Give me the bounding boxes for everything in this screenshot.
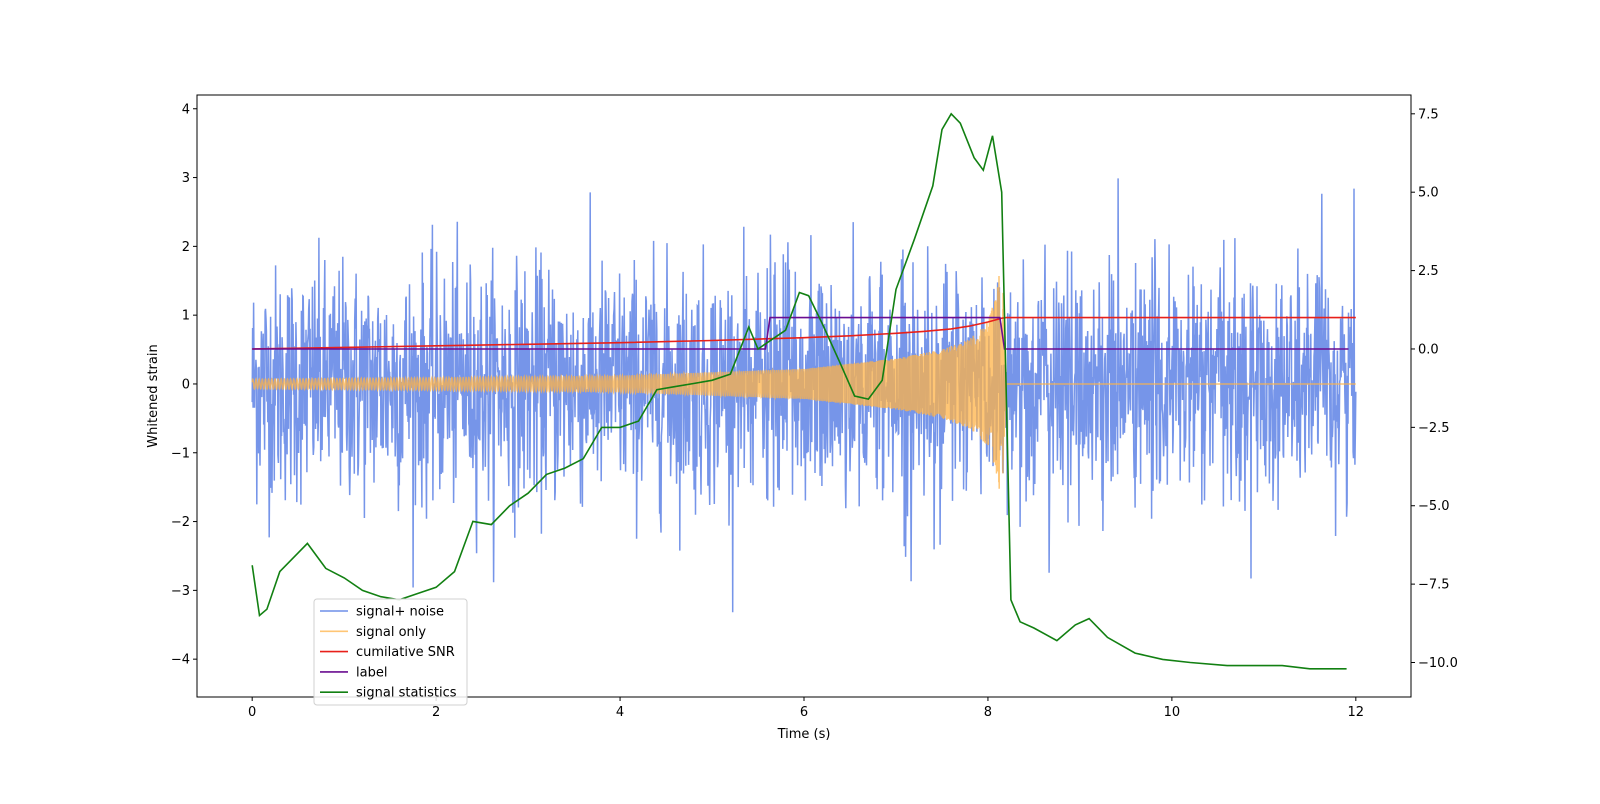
y-tick-label: 1 (182, 309, 190, 324)
y2-tick-label: 2.5 (1418, 264, 1439, 279)
series-label (252, 316, 1349, 350)
series-line (252, 316, 1349, 350)
legend-label: signal only (356, 625, 426, 640)
y-tick-label: 2 (182, 240, 190, 255)
y-tick-label: 0 (182, 377, 190, 392)
legend: signal+ noise signal only cumilative SNR la… (313, 598, 468, 706)
plot-layer (251, 112, 1357, 670)
x-tick-label: 12 (1348, 705, 1365, 720)
x-tick-label: 10 (1164, 705, 1181, 720)
x-tick-label: 2 (432, 705, 440, 720)
y-tick-label: −1 (171, 446, 190, 461)
y2-tick-label: −7.5 (1418, 578, 1450, 593)
y2-tick-label: 0.0 (1418, 342, 1439, 357)
legend-box (313, 598, 468, 706)
x-tick-label: 0 (248, 705, 256, 720)
legend-label: signal+ noise (356, 605, 444, 620)
legend-label: label (356, 665, 387, 680)
y2-tick-label: 7.5 (1418, 107, 1439, 122)
x-tick-label: 6 (800, 705, 808, 720)
y-tick-label: −2 (171, 515, 190, 530)
legend-label: cumilative SNR (356, 645, 455, 660)
y-tick-label: −3 (171, 584, 190, 599)
y2-tick-label: −2.5 (1418, 421, 1450, 436)
y-tick-label: 3 (182, 171, 190, 186)
y2-tick-label: 5.0 (1418, 186, 1439, 201)
x-axis-label: Time (s) (777, 727, 831, 742)
y-axis-label: Whitened strain (146, 344, 161, 447)
y-tick-label: −4 (171, 653, 190, 668)
x-tick-label: 4 (616, 705, 624, 720)
series-line (251, 112, 1347, 670)
x-tick-label: 8 (984, 705, 992, 720)
axes-layer: 0 2 4 6 8 10 12−4−3−2−101234−10.0−7.5−5.0−2.50… (171, 102, 1458, 720)
y2-tick-label: −10.0 (1418, 656, 1458, 671)
series-signal-statistics (251, 112, 1347, 670)
y2-tick-label: −5.0 (1418, 499, 1450, 514)
series-cumilative-snr (252, 316, 1356, 350)
series-signal-only (251, 275, 1356, 489)
signal-only-line (251, 275, 1356, 489)
y-tick-label: 4 (182, 102, 190, 117)
series-line (252, 316, 1356, 350)
legend-label: signal statistics (356, 686, 457, 701)
